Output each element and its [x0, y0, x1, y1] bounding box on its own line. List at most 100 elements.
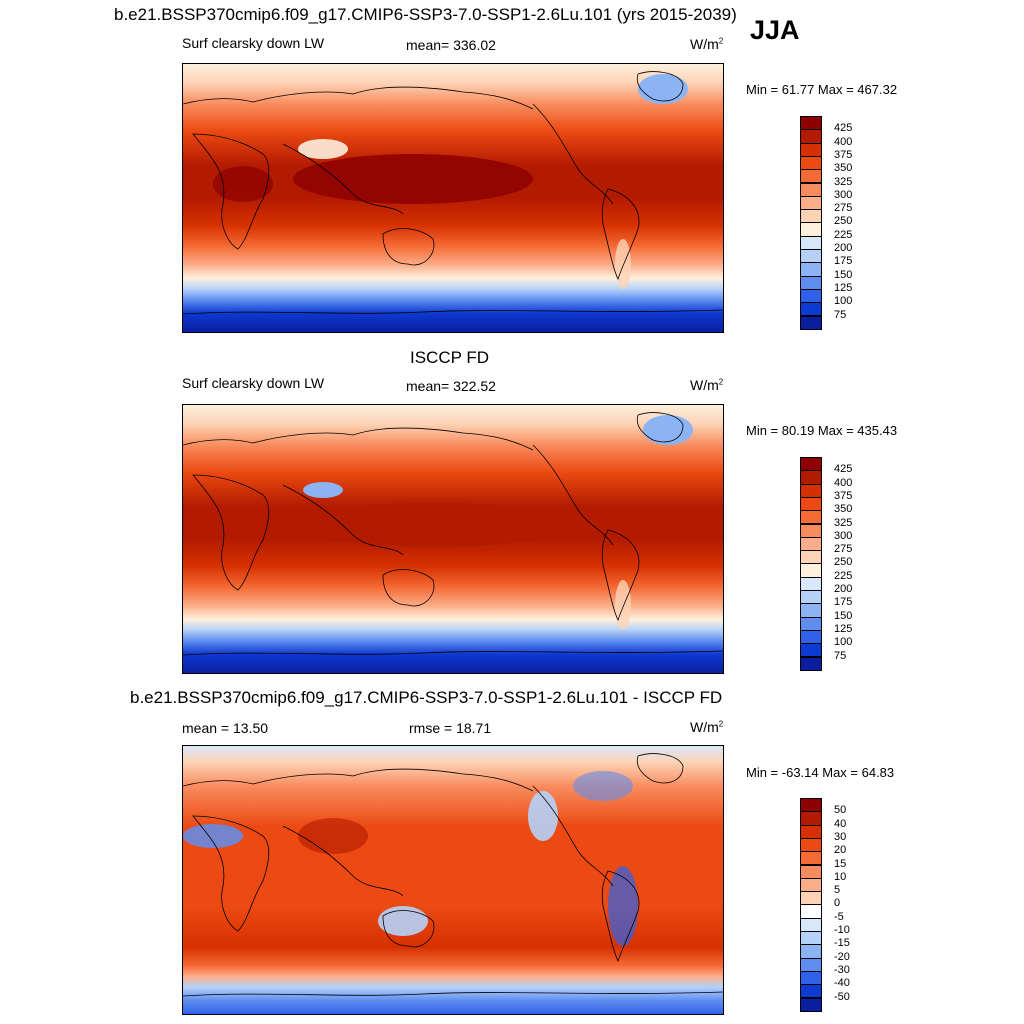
colorbar-swatch: [800, 603, 822, 618]
colorbar-swatch: [800, 851, 822, 866]
colorbar-label: 40: [834, 817, 847, 830]
colorbar-label: 375: [834, 489, 853, 502]
colorbar-label: 275: [834, 202, 853, 215]
colorbar-swatch: [800, 629, 822, 645]
panel1-minmax: Min = 61.77 Max = 467.32: [746, 82, 898, 97]
colorbar-label: 200: [834, 583, 853, 595]
colorbar-swatch: [800, 904, 822, 919]
colorbar-label: 0: [834, 897, 841, 910]
colorbar-label: 175: [834, 255, 853, 268]
colorbar-swatch: [800, 590, 822, 605]
colorbar-swatch: [800, 457, 822, 472]
colorbar-swatch: [800, 195, 822, 211]
colorbar-label: 300: [834, 188, 853, 201]
colorbar-swatch: [800, 182, 822, 197]
colorbar-swatch: [800, 222, 822, 237]
colorbar-label: 350: [834, 503, 853, 516]
colorbar-label: 150: [834, 609, 853, 622]
colorbar-swatch: [800, 209, 822, 224]
colorbar-swatch: [800, 891, 822, 906]
colorbar-swatch: [800, 931, 822, 946]
colorbar-label: 50: [834, 804, 847, 817]
colorbar-label: 75: [834, 649, 847, 662]
panel3-colorbar: 50 40 30 20 15 10 5 0 -5 -10 -15 -20 -30 -40 -50: [800, 798, 850, 1012]
colorbar-label: 30: [834, 830, 847, 843]
panel2-units: W/m2: [690, 377, 724, 393]
colorbar-label: 5: [834, 884, 841, 897]
colorbar-swatch: [800, 169, 822, 184]
colorbar-swatch: [800, 643, 822, 658]
colorbar-label: -5: [834, 910, 844, 923]
colorbar-swatch: [800, 523, 822, 538]
colorbar-label: 350: [834, 162, 853, 175]
colorbar-swatch: [800, 470, 822, 485]
colorbar-label: 325: [834, 516, 853, 529]
colorbar-label: 15: [834, 857, 847, 870]
colorbar-swatch: [800, 656, 822, 671]
colorbar-swatch: [800, 984, 822, 999]
colorbar-swatch: [800, 944, 822, 959]
colorbar-swatch: [800, 302, 822, 317]
colorbar-label: 75: [834, 308, 847, 321]
panel3-minmax: Min = -63.14 Max = 64.83: [746, 765, 895, 780]
colorbar-swatch: [800, 235, 822, 250]
colorbar-label: -30: [834, 963, 850, 976]
colorbar-swatch: [800, 957, 822, 972]
colorbar-label: -40: [834, 977, 850, 990]
colorbar-swatch: [800, 275, 822, 290]
colorbar-swatch: [800, 997, 822, 1012]
colorbar-swatch: [800, 550, 822, 565]
panel3-rmse: rmse = 18.71: [409, 720, 492, 736]
colorbar-label: -15: [834, 937, 850, 950]
panel3-mean: mean = 13.50: [182, 720, 269, 736]
colorbar-label: 225: [834, 569, 853, 582]
colorbar-label: 125: [834, 622, 853, 635]
colorbar-label: 100: [834, 295, 853, 308]
panel2-colorbar: 425 400 375 350 325 300 275 250 225 200 175 150 125 1…: [800, 457, 852, 671]
panel2-variable: Surf clearsky down LW: [182, 375, 325, 391]
colorbar-swatch: [800, 315, 822, 330]
colorbar-label: 250: [834, 215, 853, 228]
colorbar-swatch: [800, 116, 822, 131]
season-label: JJA: [750, 15, 800, 45]
figure-title: b.e21.BSSP370cmip6.f09_g17.CMIP6-SSP3-7.…: [114, 5, 737, 24]
panel1-variable: Surf clearsky down LW: [182, 35, 325, 51]
colorbar-label: 225: [834, 228, 853, 241]
colorbar-label: -50: [834, 990, 850, 1003]
colorbar-swatch: [800, 483, 822, 498]
colorbar-label: 250: [834, 556, 853, 569]
colorbar-label: 375: [834, 148, 853, 161]
colorbar-label: 20: [834, 844, 847, 857]
colorbar-swatch: [800, 142, 822, 157]
colorbar-swatch: [800, 155, 822, 171]
panel2-map: [182, 404, 724, 674]
colorbar-label: 325: [834, 175, 853, 188]
colorbar-swatch: [800, 536, 822, 552]
panel1-map: [182, 63, 724, 333]
colorbar-swatch: [800, 970, 822, 986]
colorbar-swatch: [800, 288, 822, 304]
panel2-title: ISCCP FD: [410, 348, 490, 367]
colorbar-label: -10: [834, 924, 850, 936]
colorbar-swatch: [800, 877, 822, 893]
colorbar-label: 175: [834, 596, 853, 609]
colorbar-swatch: [800, 616, 822, 631]
panel1-colorbar: 425 400 375 350 325 300 275 250 225 200 175 150 125 1…: [800, 116, 852, 330]
colorbar-label: 400: [834, 476, 853, 489]
colorbar-label: -20: [834, 950, 850, 963]
colorbar-label: 200: [834, 242, 853, 254]
colorbar-swatch: [800, 262, 822, 277]
panel2-mean: mean= 322.52: [406, 378, 496, 394]
panel1-mean: mean= 336.02: [406, 37, 496, 53]
colorbar-swatch: [800, 917, 822, 932]
colorbar-swatch: [800, 864, 822, 879]
colorbar-label: 425: [834, 122, 853, 135]
colorbar-label: 150: [834, 268, 853, 281]
colorbar-swatch: [800, 811, 822, 826]
panel3-title: b.e21.BSSP370cmip6.f09_g17.CMIP6-SSP3-7.…: [130, 688, 723, 707]
panel1-units: W/m2: [690, 36, 724, 52]
colorbar-swatch: [800, 576, 822, 591]
colorbar-swatch: [800, 129, 822, 144]
colorbar-label: 125: [834, 281, 853, 294]
colorbar-swatch: [800, 249, 822, 264]
